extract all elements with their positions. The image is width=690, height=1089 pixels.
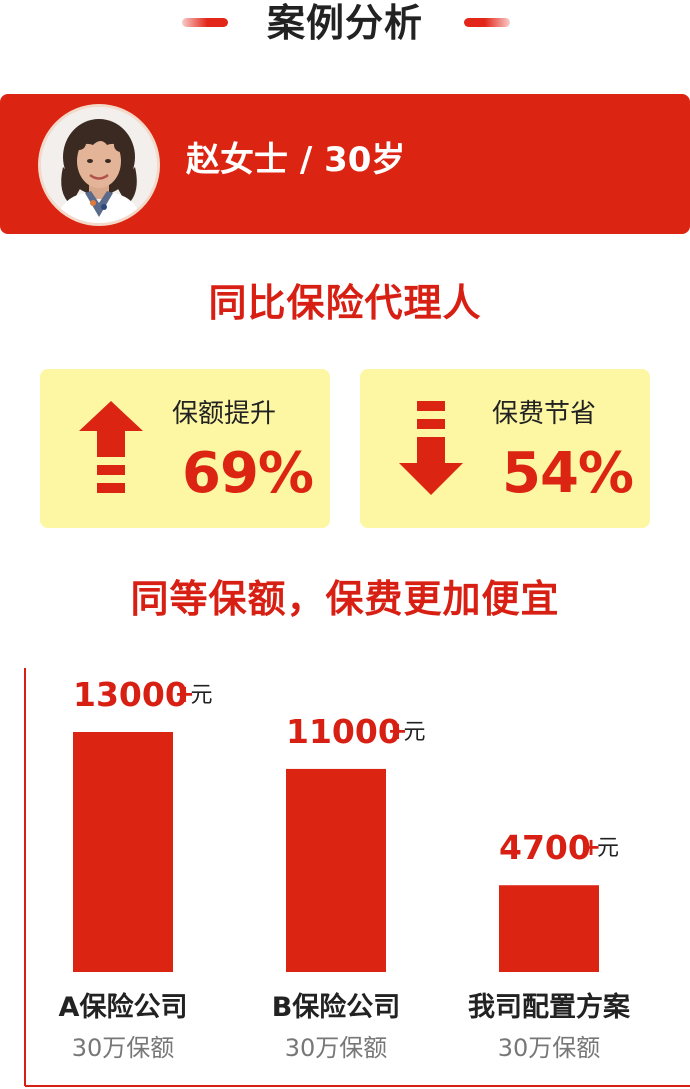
stat-value: 54% [502, 441, 634, 506]
category-label: A保险公司 [59, 991, 188, 1023]
stat-card-premium: 保费节省 54% [360, 369, 650, 528]
category-sublabel: 30万保额 [72, 1034, 175, 1062]
stat-card-coverage: 保额提升 69% [40, 369, 330, 528]
bar-value-suffix: + [581, 833, 601, 861]
stat-label: 保费节省 [492, 399, 597, 429]
bar-value-unit: 元 [597, 836, 619, 861]
bar-value-label: 13000 [73, 675, 188, 714]
bar-value-label: 11000 [286, 712, 401, 751]
header-decoration-right [464, 18, 510, 27]
stat-label: 保额提升 [172, 399, 277, 429]
avatar [38, 104, 160, 226]
bar-value-unit: 元 [191, 683, 213, 708]
category-label: B保险公司 [272, 991, 401, 1023]
bar [286, 768, 386, 972]
bar-value-label: 4700 [499, 828, 591, 867]
arrow-up-icon [79, 401, 143, 493]
profile-banner: 赵女士 / 30岁 [0, 94, 690, 234]
profile-name: 赵女士 / 30岁 [186, 140, 406, 180]
section-header: 案例分析 [0, 0, 690, 46]
bar-value-suffix: + [175, 680, 195, 708]
bar-chart: 13000 + 元 A保险公司 30万保额 11000 + 元 B保险公司 30万保额 4700 + 元… [0, 660, 690, 1089]
bar [499, 885, 599, 972]
bar-value-unit: 元 [404, 720, 426, 745]
stat-value: 69% [182, 441, 314, 506]
bar-chart-svg: 13000+元A保险公司30万保额11000+元B保险公司30万保额4700+元… [24, 668, 690, 1087]
page-title: 案例分析 [266, 1, 423, 45]
category-label: 我司配置方案 [468, 991, 631, 1023]
header-decoration-left [182, 18, 228, 27]
chart-title: 同等保额，保费更加便宜 [130, 577, 560, 621]
category-sublabel: 30万保额 [285, 1034, 388, 1062]
bar [73, 732, 173, 972]
comparison-title: 同比保险代理人 [208, 281, 482, 325]
arrow-down-icon [399, 401, 463, 495]
category-sublabel: 30万保额 [498, 1034, 601, 1062]
bar-value-suffix: + [388, 717, 408, 745]
woman-portrait-avatar-icon [41, 107, 157, 223]
